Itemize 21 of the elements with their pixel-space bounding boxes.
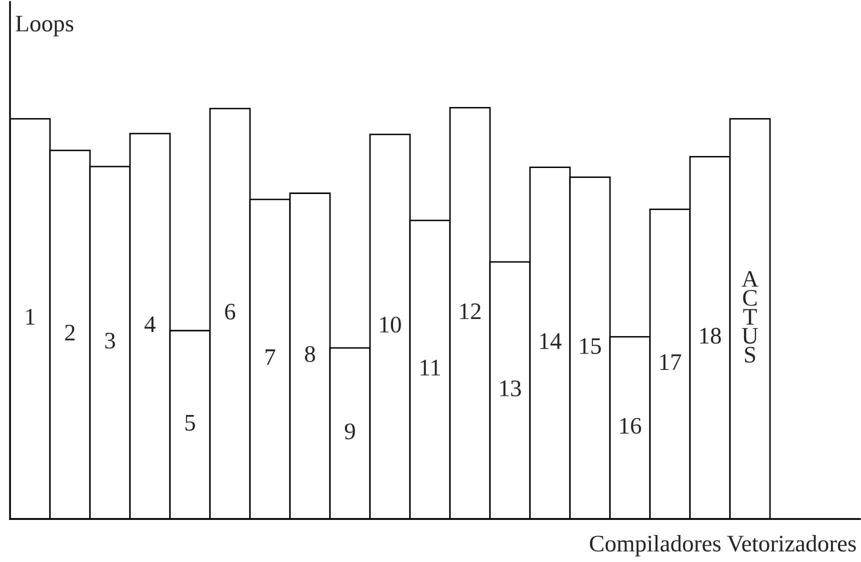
x-tick-label: 15 [580,338,601,354]
x-tick-label: 11 [420,360,440,376]
x-tick-label: 8 [304,346,316,362]
x-tick-label: 6 [225,304,236,320]
x-tick-label: 2 [65,324,75,340]
x-tick-label: 3 [105,332,115,349]
x-tick-label: 5 [185,415,195,431]
x-tick-label: 13 [500,380,521,396]
x-tick-label: 1 [26,308,34,325]
x-axis-title: Compiladores Vetorizadores [590,534,856,556]
x-tick-label: 14 [540,333,562,349]
x-tick-label: 7 [266,349,276,365]
x-tick-label: 17 [660,354,682,370]
x-tick-label: 4 [144,316,156,332]
x-tick-label: 12 [460,303,481,320]
x-tick-label: 16 [620,418,642,434]
x-tick-label: 18 [700,328,721,344]
x-tick-label: 10 [380,316,401,333]
x-tick-label: 9 [344,423,355,440]
y-axis-title: Loops [16,16,74,36]
x-tick-label: ACTUS [742,271,758,363]
